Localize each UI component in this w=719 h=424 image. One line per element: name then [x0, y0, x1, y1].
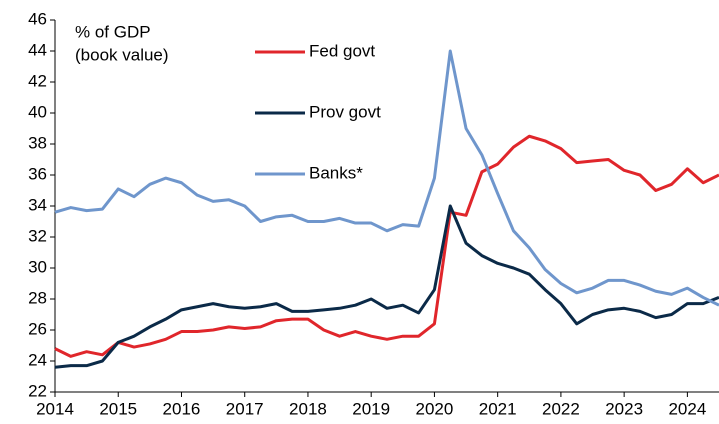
x-tick-label: 2020	[416, 399, 454, 418]
y-tick-label: 46	[28, 9, 47, 28]
x-tick-label: 2024	[668, 399, 706, 418]
x-tick-label: 2014	[36, 399, 74, 418]
x-tick-label: 2022	[542, 399, 580, 418]
x-tick-label: 2023	[605, 399, 643, 418]
legend-label: Banks*	[309, 163, 363, 182]
y-tick-label: 30	[28, 257, 47, 276]
x-tick-label: 2021	[479, 399, 517, 418]
y-tick-label: 36	[28, 164, 47, 183]
y-tick-label: 38	[28, 133, 47, 152]
y-tick-label: 40	[28, 102, 47, 121]
y-tick-label: 26	[28, 319, 47, 338]
x-tick-label: 2019	[352, 399, 390, 418]
y-tick-label: 42	[28, 71, 47, 90]
y-tick-label: 28	[28, 288, 47, 307]
y-tick-label: 44	[28, 40, 47, 59]
series-line	[54, 134, 719, 358]
y-tick-label: 24	[28, 350, 47, 369]
legend-label: Fed govt	[309, 41, 375, 60]
annotation: % of GDP	[75, 22, 151, 41]
legend-label: Prov govt	[309, 102, 381, 121]
x-tick-label: 2015	[99, 399, 137, 418]
series-line	[54, 49, 719, 307]
x-tick-label: 2016	[163, 399, 201, 418]
x-tick-label: 2018	[289, 399, 327, 418]
series-line	[54, 204, 719, 369]
x-tick-label: 2017	[226, 399, 264, 418]
annotation: (book value)	[75, 45, 169, 64]
y-tick-label: 32	[28, 226, 47, 245]
y-tick-label: 34	[28, 195, 47, 214]
y-tick-label: 22	[28, 381, 47, 400]
